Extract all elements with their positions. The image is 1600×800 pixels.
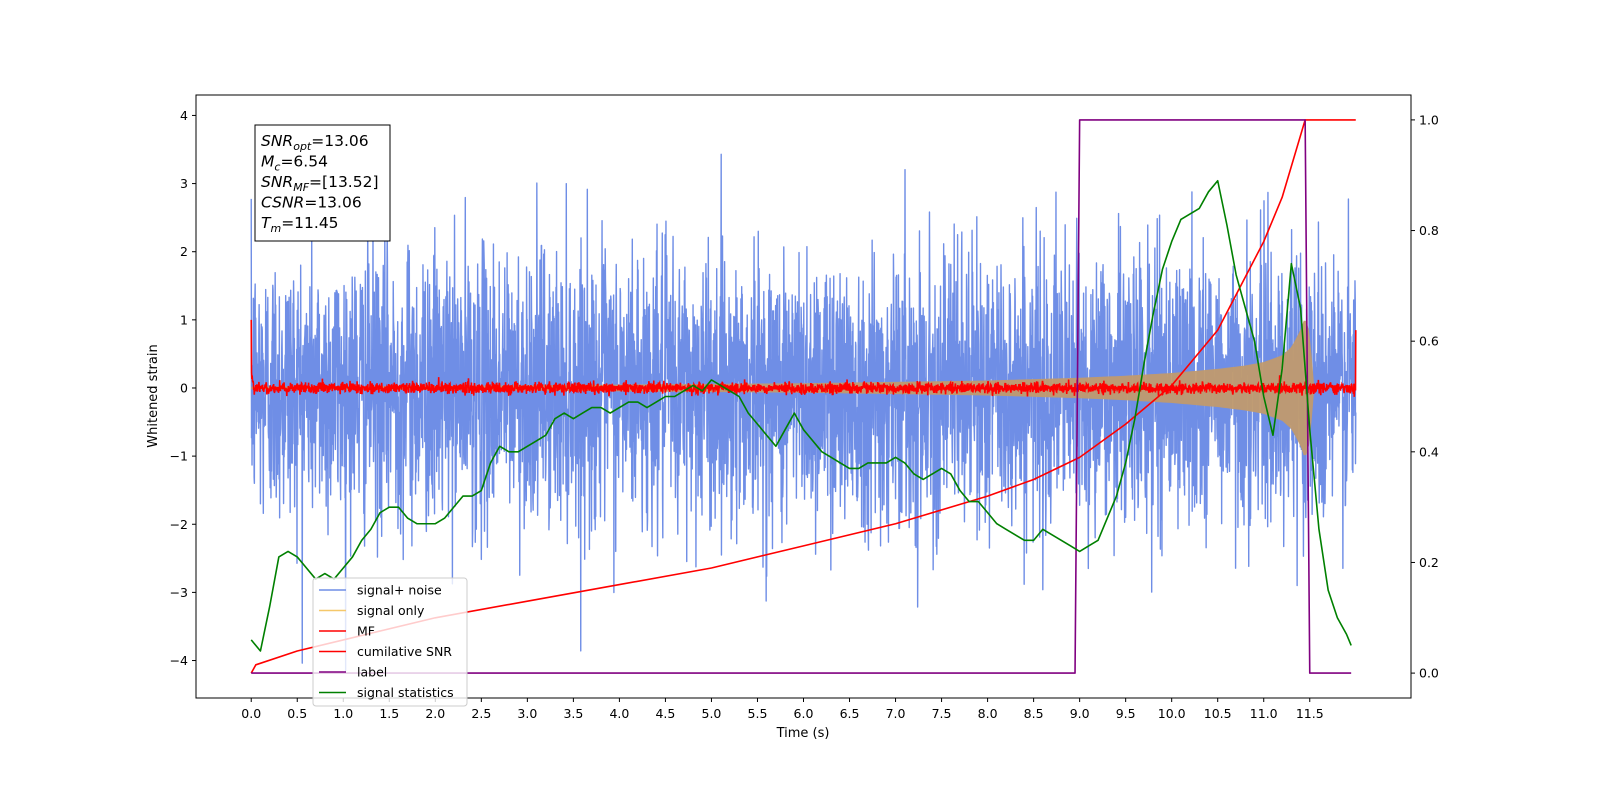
x-tick-label: 0.5: [287, 706, 307, 721]
annotation-symbol: SNR: [261, 173, 293, 191]
y-tick-label: 1: [180, 312, 188, 327]
annotation-line: Tm=11.45: [261, 214, 339, 235]
x-tick-label: 8.0: [978, 706, 998, 721]
annotation-symbol: CSNR: [261, 194, 304, 212]
x-tick-label: 11.0: [1250, 706, 1278, 721]
x-tick-label: 2.5: [471, 706, 491, 721]
annotation-line: CSNR=13.06: [261, 194, 362, 212]
y-tick-label: 3: [180, 176, 188, 191]
annotation-subscript: m: [270, 222, 281, 235]
x-tick-label: 10.5: [1204, 706, 1232, 721]
annotation-frame: [254, 124, 391, 242]
x-tick-label: 7.5: [932, 706, 952, 721]
y2-tick-label: 0.2: [1419, 555, 1439, 570]
annotation-symbol: SNR: [261, 132, 293, 150]
x-tick-label: 4.0: [609, 706, 629, 721]
annotation-value: =13.06: [304, 194, 361, 212]
x-tick-label: 4.5: [655, 706, 675, 721]
y2-tick-label: 0.6: [1419, 334, 1439, 349]
annotation-value: =6.54: [280, 153, 328, 171]
x-tick-label: 9.0: [1070, 706, 1090, 721]
annotation-line: SNRMF=[13.52]: [261, 173, 379, 194]
x-tick-label: 7.0: [886, 706, 906, 721]
x-tick-label: 11.5: [1296, 706, 1324, 721]
legend: signal+ noise signal only MF cumilative SNR…: [312, 577, 468, 707]
legend-label: MF: [357, 624, 375, 639]
y-tick-label: 0: [180, 380, 188, 395]
y-tick-label: −4: [170, 653, 188, 668]
legend-label: cumilative SNR: [357, 644, 452, 659]
annotation-symbol: M: [261, 153, 274, 171]
legend-label: signal statistics: [357, 685, 454, 700]
x-tick-label: 0.0: [241, 706, 261, 721]
x-tick-label: 1.0: [333, 706, 353, 721]
x-axis-label: Time (s): [776, 726, 830, 741]
x-tick-label: 10.0: [1158, 706, 1186, 721]
x-tick-label: 8.5: [1024, 706, 1044, 721]
y-tick-label: −2: [170, 517, 188, 532]
x-tick-label: 9.5: [1116, 706, 1136, 721]
mf-series: [250, 319, 1357, 397]
y-axis-label: Whitened strain: [146, 344, 161, 447]
y-axis-right: 0.0 0.2 0.4 0.6 0.8 1.0: [1411, 112, 1439, 681]
x-axis: 0.0 0.5 1.0 1.5 2.0 2.5 3.0 3.5 4.0 4.5 5.0 5.5 6.0 6…: [241, 698, 1324, 721]
x-tick-label: 6.5: [840, 706, 860, 721]
annotation-subscript: MF: [293, 181, 309, 194]
annotation-subscript: opt: [293, 140, 312, 153]
x-tick-label: 2.0: [425, 706, 445, 721]
y-tick-label: 4: [180, 108, 188, 123]
x-tick-label: 1.5: [379, 706, 399, 721]
label-series: [251, 119, 1352, 674]
annotation-value: =11.45: [281, 214, 338, 232]
stats-annotation-box: SNRopt=13.06Mc=6.54SNRMF=[13.52]CSNR=13.…: [254, 124, 391, 242]
y2-tick-label: 0.0: [1419, 666, 1439, 681]
y-tick-label: 2: [180, 244, 188, 259]
x-tick-label: 5.0: [702, 706, 722, 721]
annotation-line: Mc=6.54: [261, 153, 328, 174]
signal-statistics-series: [250, 179, 1352, 652]
y2-tick-label: 0.8: [1419, 223, 1439, 238]
x-tick-label: 6.0: [794, 706, 814, 721]
legend-label: label: [357, 665, 387, 680]
annotation-value: =[13.52]: [309, 173, 378, 191]
y-tick-label: −3: [170, 585, 188, 600]
x-tick-label: 3.0: [517, 706, 537, 721]
y-tick-label: −1: [170, 449, 188, 464]
legend-frame: [312, 577, 468, 707]
x-tick-label: 5.5: [748, 706, 768, 721]
legend-label: signal+ noise: [357, 583, 442, 598]
y2-tick-label: 0.4: [1419, 444, 1439, 459]
annotation-symbol: T: [261, 214, 272, 232]
annotation-value: =13.06: [311, 132, 368, 150]
y2-tick-label: 1.0: [1419, 112, 1439, 127]
annotation-line: SNRopt=13.06: [261, 132, 369, 153]
y-axis-left: −4 −3 −2 −1 0 1 2 3 4: [170, 108, 196, 668]
x-tick-label: 3.5: [563, 706, 583, 721]
annotation-subscript: c: [274, 161, 280, 174]
legend-label: signal only: [357, 603, 425, 618]
